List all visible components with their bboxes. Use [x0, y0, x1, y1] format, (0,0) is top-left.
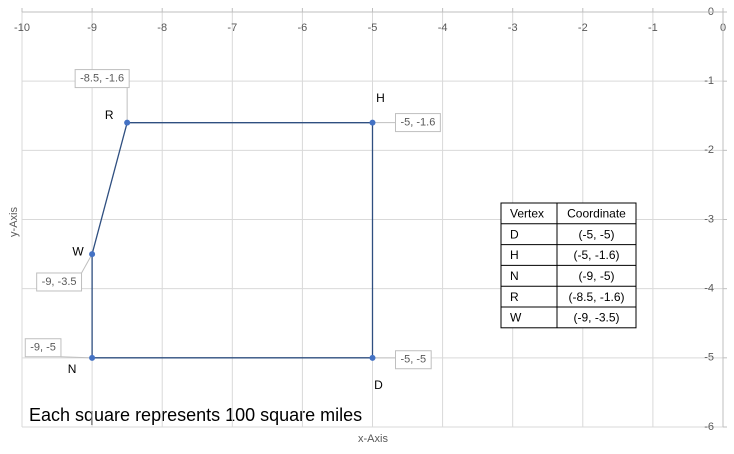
table-cell: (-5, -5): [579, 227, 615, 241]
y-tick-label: -1: [704, 75, 714, 87]
vertex-name: N: [68, 362, 77, 376]
table-cell: N: [510, 269, 519, 283]
data-point: [89, 251, 96, 258]
x-axis-title: x-Axis: [358, 433, 388, 445]
x-tick-label: -10: [14, 22, 30, 34]
table-cell: (-9, -3.5): [573, 311, 619, 325]
callout-box: [395, 113, 441, 133]
leader-line: [81, 253, 93, 274]
vertex-name: R: [105, 108, 114, 122]
data-label: -8.5, -1.6: [80, 73, 124, 85]
closing-segment: [91, 122, 128, 255]
x-tick-label: -5: [368, 22, 378, 34]
annotation: Each square represents 100 square miles: [29, 405, 362, 425]
x-tick-label: -8: [157, 22, 167, 34]
data-label-callout: -9, -3.5: [36, 253, 93, 292]
x-tick-label: -9: [87, 22, 97, 34]
table-cell: (-8.5, -1.6): [568, 290, 624, 304]
table-header: Coordinate: [567, 207, 626, 221]
callout-box: [24, 338, 62, 358]
x-tick-label: -2: [578, 22, 588, 34]
callout-box: [36, 272, 83, 292]
table-cell: R: [510, 290, 519, 304]
y-axis-title: y-Axis: [8, 207, 20, 237]
x-tick-label: -4: [438, 22, 448, 34]
data-label: -5, -5: [401, 354, 427, 366]
y-tick-label: -4: [704, 283, 714, 295]
table-cell: (-5, -1.6): [573, 248, 619, 262]
vertex-name: H: [376, 91, 385, 105]
data-label-callout: -9, -5: [24, 338, 93, 359]
table-cell: (-9, -5): [579, 269, 615, 283]
data-label: -9, -5: [30, 342, 56, 354]
data-point: [124, 119, 131, 126]
data-label-callout: -5, -1.6: [372, 113, 441, 133]
data-label-callout: -5, -5: [372, 350, 432, 370]
y-tick-label: -6: [704, 421, 714, 433]
data-point: [369, 119, 376, 126]
y-tick-label: -5: [704, 352, 714, 364]
table-cell: W: [510, 311, 522, 325]
table-header: Vertex: [510, 207, 544, 221]
vertex-name: W: [72, 244, 84, 258]
data-label: -5, -1.6: [401, 117, 436, 129]
data-label: -9, -3.5: [42, 276, 77, 288]
data-point: [89, 354, 96, 361]
leader-line: [60, 356, 93, 359]
table-cell: D: [510, 227, 519, 241]
callout-box: [74, 69, 130, 89]
table-cell: H: [510, 248, 519, 262]
vertex-name: D: [374, 378, 383, 392]
data-point: [369, 354, 376, 361]
callout-box: [395, 350, 432, 370]
y-tick-label: -2: [704, 144, 714, 156]
y-tick-label: -3: [704, 213, 714, 225]
x-tick-label: -3: [508, 22, 518, 34]
data-label-callout: -8.5, -1.6: [74, 69, 130, 123]
x-tick-label: -7: [227, 22, 237, 34]
x-tick-label: -6: [298, 22, 308, 34]
x-tick-label: -1: [648, 22, 658, 34]
